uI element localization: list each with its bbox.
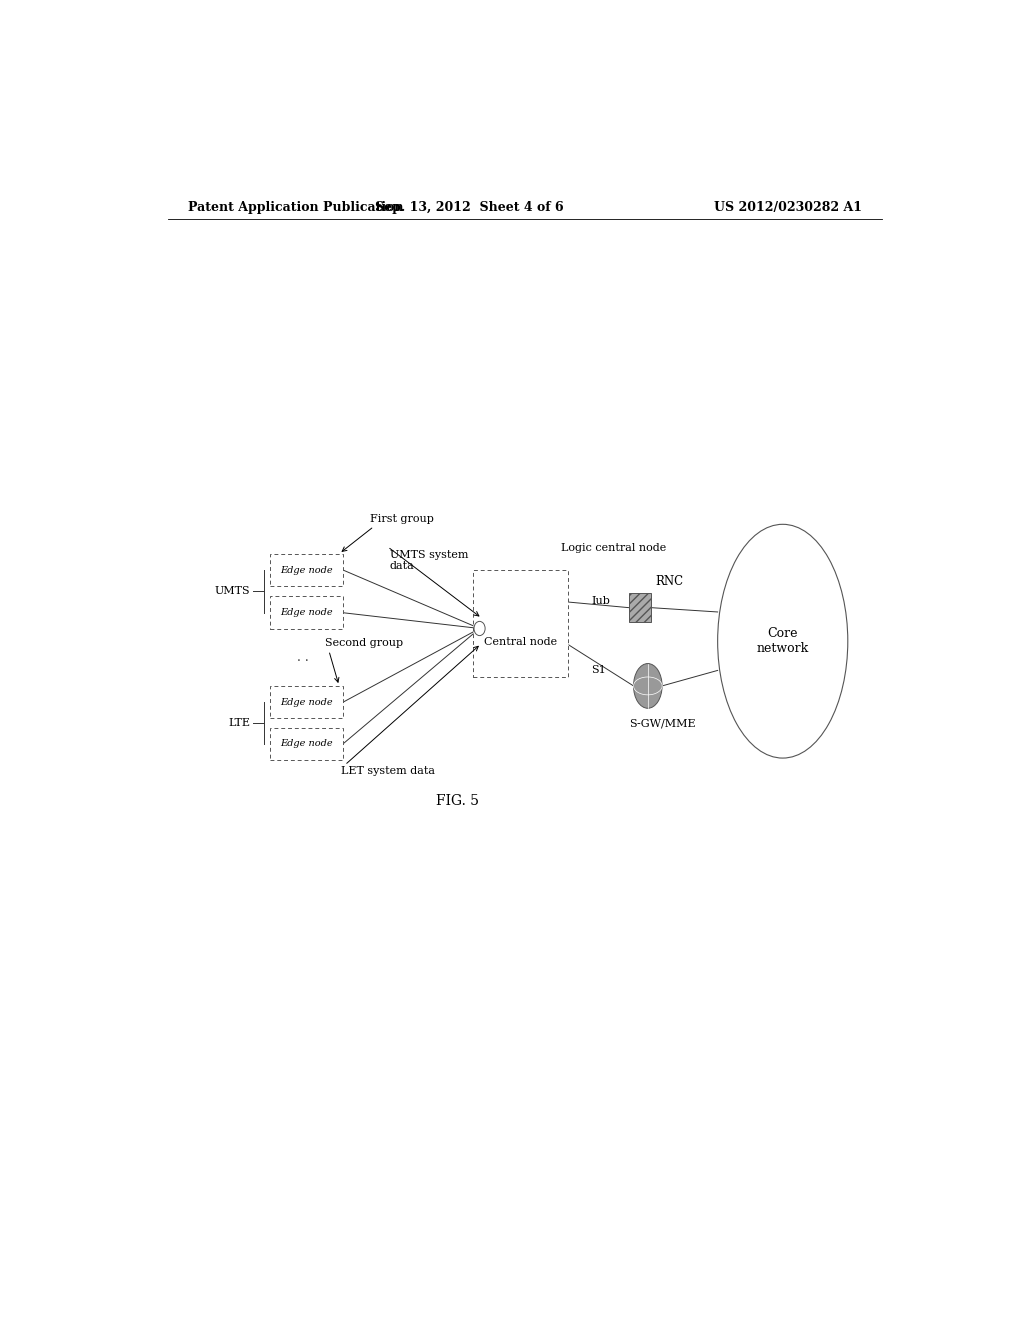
- Text: US 2012/0230282 A1: US 2012/0230282 A1: [714, 201, 862, 214]
- FancyBboxPatch shape: [473, 570, 568, 677]
- FancyBboxPatch shape: [270, 686, 343, 718]
- Text: UMTS: UMTS: [215, 586, 250, 597]
- Text: S1: S1: [592, 665, 606, 675]
- Text: LET system data: LET system data: [341, 766, 434, 776]
- FancyBboxPatch shape: [270, 554, 343, 586]
- Text: Sep. 13, 2012  Sheet 4 of 6: Sep. 13, 2012 Sheet 4 of 6: [375, 201, 563, 214]
- Text: Edge node: Edge node: [281, 698, 333, 706]
- Text: Iub: Iub: [592, 595, 610, 606]
- Text: S-GW/MME: S-GW/MME: [630, 718, 696, 729]
- Text: . .: . .: [297, 651, 308, 664]
- Text: UMTS system
data: UMTS system data: [390, 549, 468, 572]
- Text: First group: First group: [370, 515, 434, 524]
- Ellipse shape: [634, 664, 663, 709]
- FancyBboxPatch shape: [270, 597, 343, 630]
- Text: Patent Application Publication: Patent Application Publication: [187, 201, 403, 214]
- Text: Logic central node: Logic central node: [560, 543, 666, 553]
- Text: FIG. 5: FIG. 5: [436, 793, 479, 808]
- Text: Core
network: Core network: [757, 627, 809, 655]
- Text: Edge node: Edge node: [281, 609, 333, 618]
- Circle shape: [474, 622, 485, 636]
- Text: Second group: Second group: [325, 639, 402, 648]
- Ellipse shape: [718, 524, 848, 758]
- Text: LTE: LTE: [228, 718, 250, 729]
- Text: Edge node: Edge node: [281, 565, 333, 574]
- FancyBboxPatch shape: [270, 727, 343, 760]
- Text: RNC: RNC: [655, 576, 683, 589]
- FancyBboxPatch shape: [629, 594, 651, 622]
- Text: Central node: Central node: [484, 636, 557, 647]
- Text: Edge node: Edge node: [281, 739, 333, 748]
